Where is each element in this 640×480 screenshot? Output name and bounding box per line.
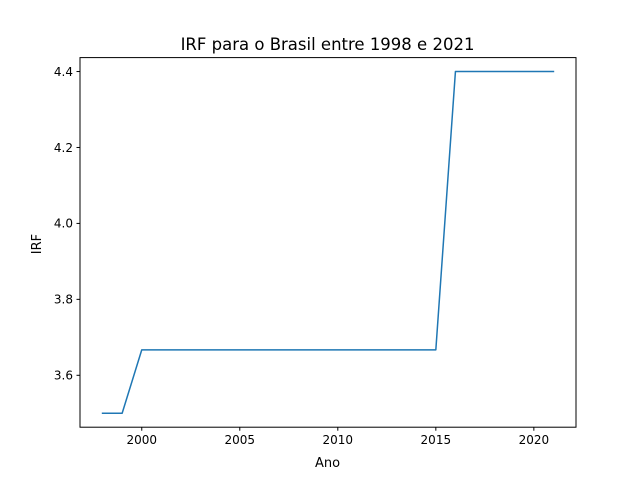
x-axis: 2000 2005 2010 2015 2020 [126,427,549,447]
plot-frame [79,57,577,428]
series-line-0 [101,70,555,415]
y-axis: 3.6 3.8 4.0 4.2 4.4 [54,65,80,383]
y-tick-label: 4.0 [54,217,73,231]
x-axis-label: Ano [315,456,340,471]
y-tick-label: 3.6 [54,369,73,383]
y-tick-label: 4.4 [54,65,73,79]
y-tick-label: 4.2 [54,141,73,155]
x-tick-label: 2005 [225,433,256,447]
x-tick-label: 2010 [323,433,354,447]
x-tick-label: 2000 [126,433,157,447]
x-tick-label: 2015 [421,433,452,447]
chart-title: IRF para o Brasil entre 1998 e 2021 [181,35,475,54]
plot-area [101,70,555,415]
x-tick-label: 2020 [519,433,550,447]
y-axis-label: IRF [30,234,45,254]
y-tick-label: 3.8 [54,293,73,307]
